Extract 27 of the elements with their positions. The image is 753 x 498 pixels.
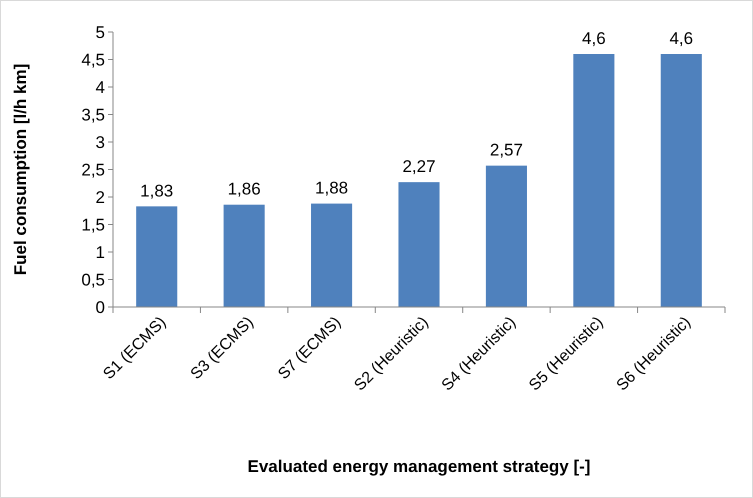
bar (398, 182, 440, 307)
y-tick-label: 2,5 (81, 160, 105, 180)
data-label: 2,27 (402, 157, 436, 176)
data-label: 1,88 (315, 178, 348, 198)
bar (573, 54, 614, 307)
x-axis-title: Evaluated energy management strategy [-] (248, 457, 590, 476)
y-tick-label: 1 (96, 242, 105, 262)
y-tick-label: 0 (96, 298, 105, 317)
y-tick-label: 1,5 (81, 215, 105, 234)
bar (311, 204, 352, 307)
data-label: 2,57 (490, 140, 523, 160)
y-tick-label: 3 (96, 132, 105, 152)
bar (224, 204, 265, 307)
bar (136, 206, 178, 307)
bar (660, 54, 702, 307)
y-tick-label: 4 (96, 78, 105, 97)
data-label: 4,6 (669, 29, 694, 48)
data-label: 1,86 (228, 180, 261, 199)
y-tick-label: 4,5 (81, 50, 105, 70)
data-label: 1,83 (140, 181, 174, 200)
data-label: 4,6 (582, 29, 606, 48)
y-axis-title: Fuel consumption [l/h km] (11, 64, 30, 276)
y-tick-label: 3,5 (81, 105, 105, 124)
bar (486, 166, 527, 307)
y-tick-label: 5 (96, 22, 105, 42)
y-tick-label: 2 (96, 188, 105, 207)
y-tick-label: 0,5 (81, 270, 105, 290)
